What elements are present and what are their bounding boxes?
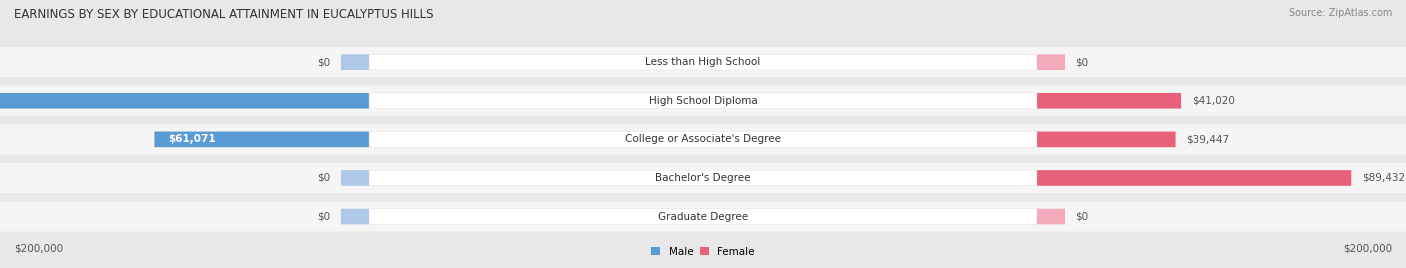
FancyBboxPatch shape	[0, 47, 1406, 77]
FancyBboxPatch shape	[0, 86, 1406, 116]
Text: High School Diploma: High School Diploma	[648, 96, 758, 106]
FancyBboxPatch shape	[0, 124, 1406, 154]
Text: $0: $0	[1076, 211, 1088, 222]
Text: $200,000: $200,000	[1343, 244, 1392, 254]
Text: $39,447: $39,447	[1187, 134, 1229, 144]
FancyBboxPatch shape	[1038, 93, 1181, 109]
Text: Bachelor's Degree: Bachelor's Degree	[655, 173, 751, 183]
FancyBboxPatch shape	[368, 54, 1038, 70]
FancyBboxPatch shape	[340, 170, 368, 186]
Text: College or Associate's Degree: College or Associate's Degree	[626, 134, 780, 144]
FancyBboxPatch shape	[155, 132, 368, 147]
FancyBboxPatch shape	[1038, 209, 1066, 224]
Text: $0: $0	[318, 57, 330, 67]
Text: $41,020: $41,020	[1192, 96, 1234, 106]
FancyBboxPatch shape	[1038, 132, 1175, 147]
FancyBboxPatch shape	[0, 202, 1406, 232]
Text: $0: $0	[1076, 57, 1088, 67]
FancyBboxPatch shape	[0, 163, 1406, 193]
Text: $61,071: $61,071	[169, 134, 217, 144]
FancyBboxPatch shape	[368, 93, 1038, 109]
Text: Less than High School: Less than High School	[645, 57, 761, 67]
FancyBboxPatch shape	[1038, 54, 1066, 70]
Text: $200,000: $200,000	[14, 244, 63, 254]
FancyBboxPatch shape	[340, 209, 368, 224]
FancyBboxPatch shape	[368, 209, 1038, 224]
FancyBboxPatch shape	[0, 93, 368, 109]
FancyBboxPatch shape	[1038, 170, 1351, 186]
Text: $0: $0	[318, 211, 330, 222]
FancyBboxPatch shape	[340, 54, 368, 70]
Legend: Male, Female: Male, Female	[647, 243, 759, 261]
Text: EARNINGS BY SEX BY EDUCATIONAL ATTAINMENT IN EUCALYPTUS HILLS: EARNINGS BY SEX BY EDUCATIONAL ATTAINMEN…	[14, 8, 433, 21]
Text: $89,432: $89,432	[1362, 173, 1405, 183]
FancyBboxPatch shape	[368, 170, 1038, 186]
Text: Source: ZipAtlas.com: Source: ZipAtlas.com	[1288, 8, 1392, 18]
Text: $0: $0	[318, 173, 330, 183]
FancyBboxPatch shape	[368, 132, 1038, 147]
Text: Graduate Degree: Graduate Degree	[658, 211, 748, 222]
